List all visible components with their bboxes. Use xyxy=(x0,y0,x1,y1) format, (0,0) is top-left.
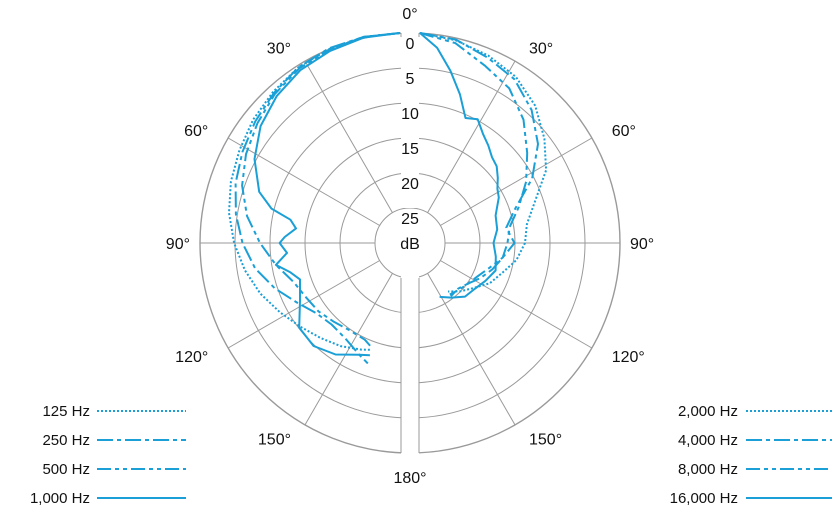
legend-left-label-0: 125 Hz xyxy=(42,403,90,420)
legend-left-label-1: 250 Hz xyxy=(42,432,90,449)
radial-tick-5: 5 xyxy=(406,71,415,88)
grid-spoke-left-150 xyxy=(304,273,393,426)
angle-label-left-150: 150° xyxy=(258,432,291,449)
grid-spoke-left-30 xyxy=(304,60,393,213)
series-2000hz-line xyxy=(419,32,548,293)
grid-spoke-left-60 xyxy=(227,137,380,226)
grid-spoke-left-120 xyxy=(227,260,380,349)
angle-label-left-30: 30° xyxy=(267,40,291,57)
angle-label-right-30: 30° xyxy=(529,40,553,57)
series-16000hz-line xyxy=(419,32,500,299)
radial-tick-10: 10 xyxy=(401,106,419,123)
grid-spoke-right-60 xyxy=(440,137,593,226)
radial-tick-15: 15 xyxy=(401,141,419,158)
polar-curves xyxy=(228,32,548,365)
angle-label-right-120: 120° xyxy=(612,349,645,366)
series-1000hz-line xyxy=(253,32,401,357)
center-gap-bottom xyxy=(401,276,419,457)
angle-label-right-60: 60° xyxy=(612,123,636,140)
series-500hz-line xyxy=(241,32,401,349)
radial-tick-20: 20 xyxy=(401,176,419,193)
series-250hz-line xyxy=(234,32,401,365)
angle-label-left-90: 90° xyxy=(166,236,190,253)
polar-labels: 0 5 10 15 20 25 dB 0° 30° 60° 90° 120° 150° 180° 30° 60… xyxy=(166,6,654,487)
legend-right-label-0: 2,000 Hz xyxy=(678,403,738,420)
grid-spoke-right-30 xyxy=(427,60,516,213)
angle-label-right-150: 150° xyxy=(529,432,562,449)
series-4000hz-line xyxy=(419,32,539,297)
grid-spoke-right-120 xyxy=(440,260,593,349)
angle-label-left-180: 180° xyxy=(393,470,426,487)
center-gap-top xyxy=(401,29,419,208)
radial-tick-25: 25 xyxy=(401,211,419,228)
angle-label-left-120: 120° xyxy=(175,349,208,366)
angle-label-left-60: 60° xyxy=(184,123,208,140)
unit-label: dB xyxy=(400,236,420,253)
angle-label-right-90: 90° xyxy=(630,236,654,253)
series-8000hz-line xyxy=(419,32,529,296)
center-hub-cover xyxy=(376,209,444,277)
angle-label-left-0: 0° xyxy=(402,6,417,23)
legend-left-label-3: 1,000 Hz xyxy=(30,490,90,507)
legend-right-label-1: 4,000 Hz xyxy=(678,432,738,449)
legend-right-label-2: 8,000 Hz xyxy=(678,461,738,478)
legend-left-label-2: 500 Hz xyxy=(42,461,90,478)
legend-right-label-3: 16,000 Hz xyxy=(670,490,738,507)
series-125hz-line xyxy=(228,32,401,351)
radial-tick-0: 0 xyxy=(406,36,415,53)
legend: 125 Hz 250 Hz 500 Hz 1,000 Hz 2,000 Hz 4,000 … xyxy=(30,403,832,507)
grid-spoke-right-150 xyxy=(427,273,516,426)
